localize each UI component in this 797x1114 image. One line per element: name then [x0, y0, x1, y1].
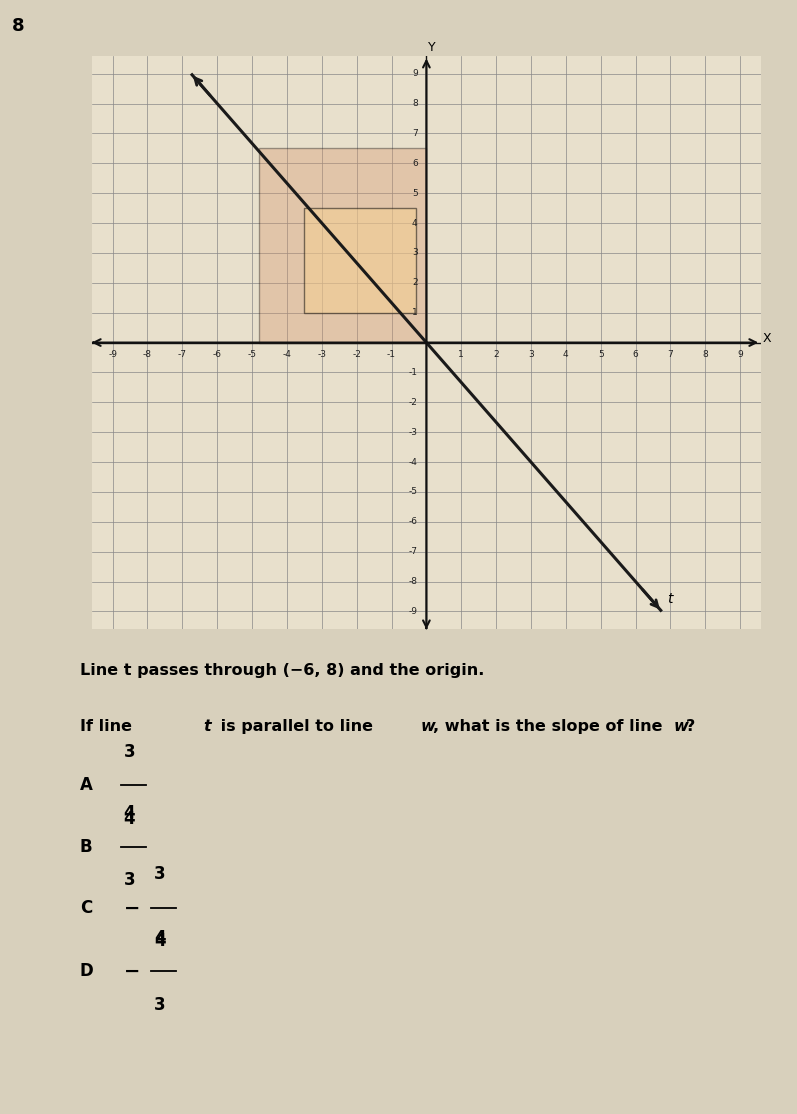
- Text: 4: 4: [412, 218, 418, 227]
- Text: 3: 3: [412, 248, 418, 257]
- Text: −: −: [124, 898, 140, 918]
- Text: w: w: [673, 719, 689, 733]
- Text: -8: -8: [409, 577, 418, 586]
- Text: 8: 8: [702, 350, 709, 359]
- Text: 3: 3: [154, 996, 166, 1014]
- Text: 8: 8: [12, 17, 25, 35]
- Text: 7: 7: [412, 129, 418, 138]
- Text: 6: 6: [412, 159, 418, 168]
- Text: 4: 4: [563, 350, 569, 359]
- Text: t: t: [667, 592, 673, 606]
- Text: -6: -6: [409, 517, 418, 526]
- Text: -1: -1: [409, 368, 418, 377]
- Text: -8: -8: [143, 350, 152, 359]
- Text: -3: -3: [409, 428, 418, 437]
- Text: 2: 2: [493, 350, 499, 359]
- Text: -4: -4: [409, 458, 418, 467]
- Text: -3: -3: [317, 350, 326, 359]
- Text: t: t: [203, 719, 211, 733]
- Text: 2: 2: [412, 278, 418, 287]
- Text: 7: 7: [668, 350, 673, 359]
- Text: Y: Y: [428, 41, 435, 55]
- Text: -2: -2: [409, 398, 418, 407]
- FancyBboxPatch shape: [304, 208, 416, 313]
- Text: 8: 8: [412, 99, 418, 108]
- Text: -5: -5: [409, 488, 418, 497]
- Text: w: w: [421, 719, 436, 733]
- Text: 1: 1: [412, 309, 418, 317]
- Text: 4: 4: [154, 929, 166, 947]
- Text: C: C: [80, 899, 92, 917]
- Text: 4: 4: [154, 932, 166, 950]
- Text: B: B: [80, 838, 92, 856]
- FancyBboxPatch shape: [259, 148, 426, 343]
- Text: -5: -5: [248, 350, 257, 359]
- Text: −: −: [124, 961, 140, 981]
- Text: 4: 4: [124, 804, 135, 822]
- Text: , what is the slope of line: , what is the slope of line: [433, 719, 668, 733]
- Text: A: A: [80, 776, 92, 794]
- Text: Line t passes through (−6, 8) and the origin.: Line t passes through (−6, 8) and the or…: [80, 663, 484, 677]
- Text: -1: -1: [387, 350, 396, 359]
- Text: 3: 3: [124, 743, 135, 761]
- Text: 9: 9: [737, 350, 743, 359]
- Text: -9: -9: [409, 607, 418, 616]
- Text: 1: 1: [458, 350, 464, 359]
- Text: ?: ?: [685, 719, 695, 733]
- Text: is parallel to line: is parallel to line: [215, 719, 379, 733]
- Text: 4: 4: [124, 810, 135, 828]
- Text: 5: 5: [412, 188, 418, 197]
- Text: -7: -7: [178, 350, 186, 359]
- Text: -6: -6: [213, 350, 222, 359]
- Text: If line: If line: [80, 719, 137, 733]
- Text: -9: -9: [108, 350, 117, 359]
- Text: D: D: [80, 962, 93, 980]
- Text: -7: -7: [409, 547, 418, 556]
- Text: 3: 3: [154, 866, 166, 883]
- Text: X: X: [763, 332, 771, 344]
- Text: 3: 3: [528, 350, 534, 359]
- Text: -4: -4: [282, 350, 292, 359]
- Text: 5: 5: [598, 350, 603, 359]
- Text: -2: -2: [352, 350, 361, 359]
- Text: 3: 3: [124, 871, 135, 889]
- Text: 6: 6: [633, 350, 638, 359]
- Text: 9: 9: [412, 69, 418, 78]
